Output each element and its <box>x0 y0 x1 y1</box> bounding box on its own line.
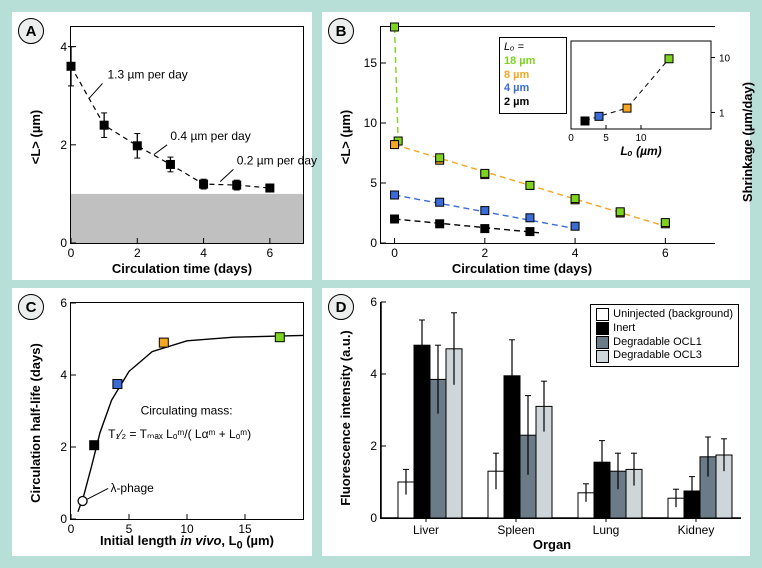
panel-c-xlabel-post: , L <box>221 533 236 548</box>
svg-text:10: 10 <box>635 133 647 144</box>
svg-text:0.2 µm per day: 0.2 µm per day <box>237 153 317 167</box>
panel-a-label: A <box>18 18 44 44</box>
panel-a: A <L> (µm) Circulation time (days) 1.3 µ… <box>12 12 312 280</box>
svg-text:1.3 µm per day: 1.3 µm per day <box>107 68 187 82</box>
svg-text:0.4 µm per day: 0.4 µm per day <box>170 129 250 143</box>
panel-c-ylabel: Circulation half-life (days) <box>28 328 43 518</box>
panel-c-label: C <box>18 294 44 320</box>
panel-d-plot: LiverSpleenLungKidney0246Uninjected (bac… <box>380 302 741 519</box>
figure: A <L> (µm) Circulation time (days) 1.3 µ… <box>12 12 750 556</box>
panel-d-legend: Uninjected (background)InertDegradable O… <box>590 304 739 367</box>
svg-text:λ-phage: λ-phage <box>110 481 154 495</box>
svg-text:Lung: Lung <box>593 523 620 537</box>
svg-text:Lₒ (µm): Lₒ (µm) <box>620 144 661 158</box>
svg-text:0: 0 <box>568 133 574 144</box>
panel-b-label: B <box>328 18 354 44</box>
svg-text:T₁⁄₂ = Tₘₐₓ Lₒᵐ/( Lαᵐ + Lₒᵐ): T₁⁄₂ = Tₘₐₓ Lₒᵐ/( Lαᵐ + Lₒᵐ) <box>108 427 251 441</box>
svg-text:Liver: Liver <box>413 523 439 537</box>
panel-d: D Fluorescence intensity (a.u.) Organ Li… <box>322 288 750 556</box>
panel-b-xlabel: Circulation time (days) <box>402 261 642 276</box>
panel-b-ylabel: <L> (µm) <box>338 87 353 187</box>
panel-d-label: D <box>328 294 354 320</box>
svg-text:Kidney: Kidney <box>678 523 715 537</box>
svg-text:Spleen: Spleen <box>497 523 534 537</box>
panel-c: C Circulation half-life (days) Initial l… <box>12 288 312 556</box>
panel-c-xlabel-pre: Initial length <box>100 533 180 548</box>
panel-a-ylabel: <L> (µm) <box>28 87 43 187</box>
panel-d-xlabel: Organ <box>422 537 682 552</box>
panel-b-inset-ylabel: Shrinkage (µm/day) <box>740 72 755 212</box>
panel-b-legend: Lₒ =18 µm8 µm4 µm2 µm <box>499 37 567 114</box>
panel-b: B <L> (µm) Circulation time (days) 0 5 10 1… <box>322 12 750 280</box>
svg-text:10: 10 <box>719 54 731 65</box>
svg-text:1: 1 <box>719 108 725 119</box>
panel-a-plot: 1.3 µm per day0.4 µm per day0.2 µm per d… <box>70 26 304 244</box>
svg-text:5: 5 <box>603 133 609 144</box>
panel-d-ylabel: Fluorescence intensity (a.u.) <box>338 318 353 518</box>
panel-c-xlabel: Initial length in vivo, L0 (µm) <box>67 533 307 552</box>
panel-b-plot: 0510110Lₒ (µm)0246051015Lₒ =18 µm8 µm4 µ… <box>380 26 715 244</box>
svg-text:Circulating mass:: Circulating mass: <box>141 404 233 418</box>
panel-c-plot: Circulating mass: T₁⁄₂ = Tₘₐₓ Lₒᵐ/( Lαᵐ +… <box>70 302 304 520</box>
panel-a-xlabel: Circulation time (days) <box>72 261 292 276</box>
